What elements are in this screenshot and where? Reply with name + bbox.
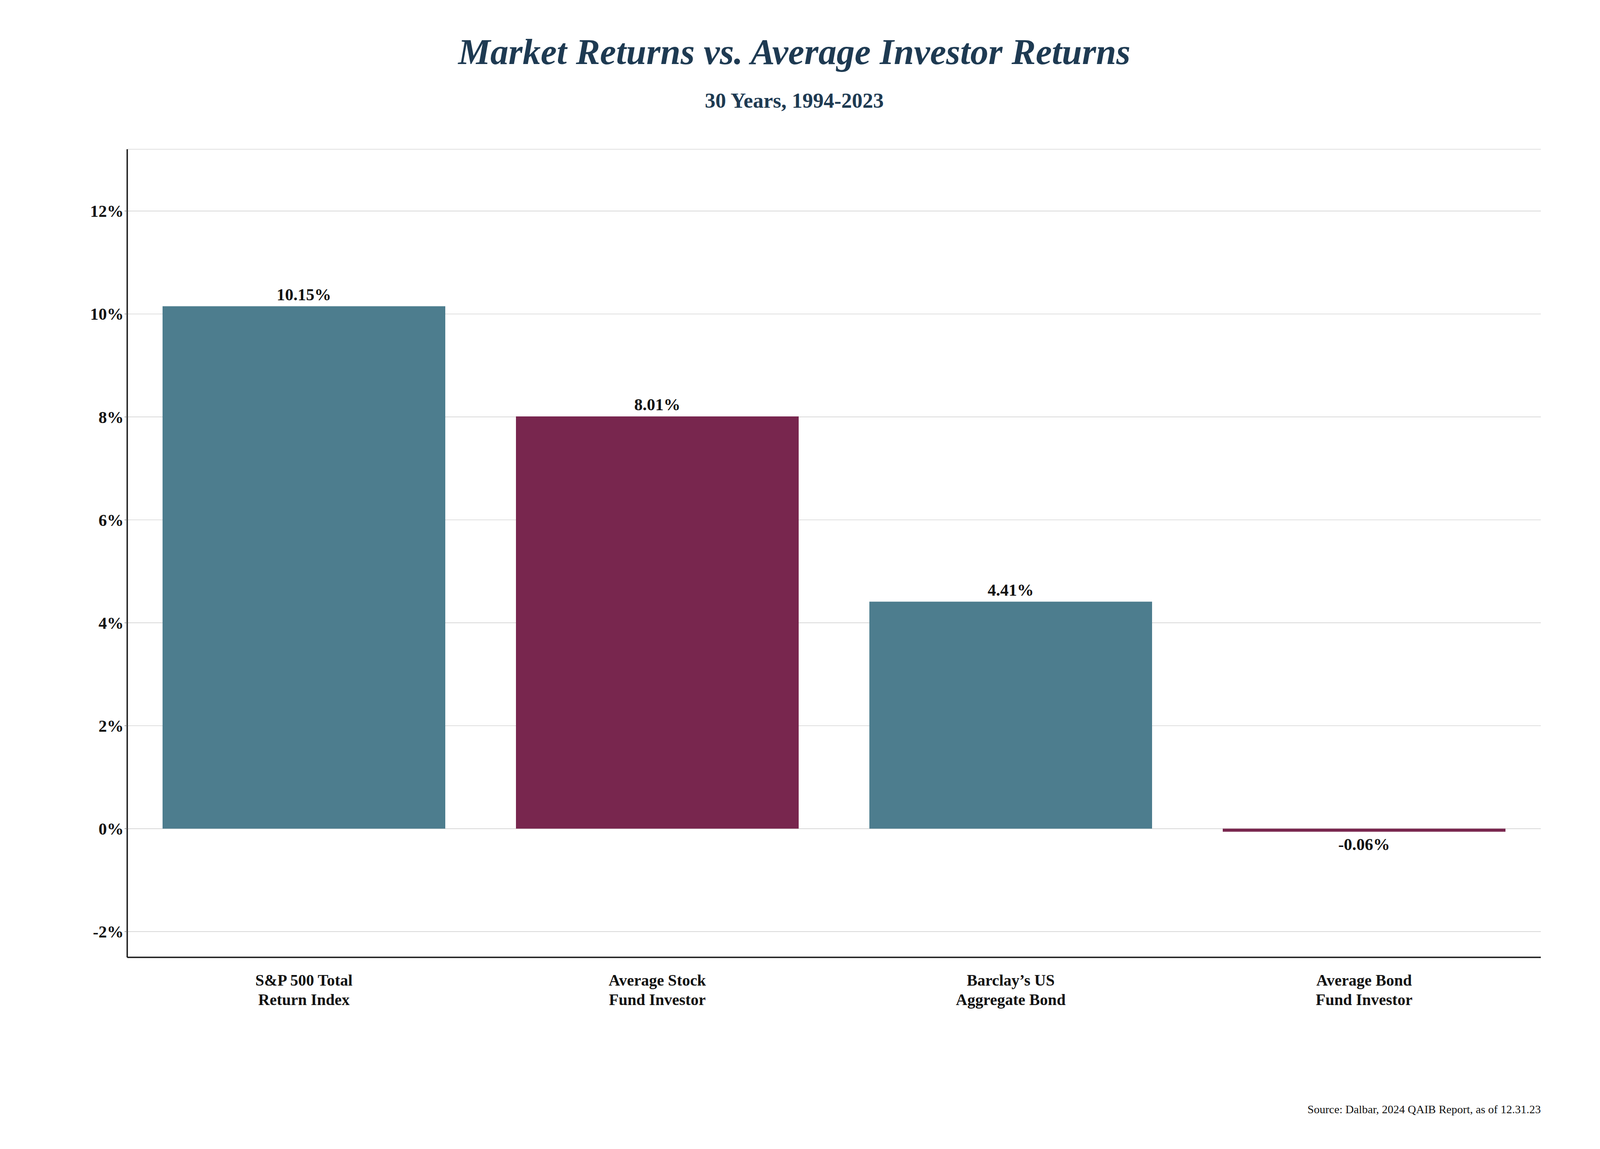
svg-text:10.15%: 10.15% [276,285,332,304]
svg-text:2%: 2% [98,716,124,736]
svg-text:8%: 8% [98,408,124,427]
svg-text:0%: 0% [98,819,124,839]
svg-text:4.41%: 4.41% [987,580,1035,600]
svg-text:Average StockFund Investor: Average StockFund Investor [608,971,706,1009]
svg-text:Average BondFund Investor: Average BondFund Investor [1315,971,1413,1009]
svg-text:12%: 12% [90,201,124,221]
svg-text:6%: 6% [98,511,124,530]
svg-text:-0.06%: -0.06% [1338,835,1390,854]
html-text:30 Years, 1994-2023: 30 Years, 1994-2023 [704,88,884,113]
svg-text:-2%: -2% [92,922,124,942]
svg-text:10%: 10% [90,304,124,324]
svg-text:Barclay’s USAggregate Bond: Barclay’s USAggregate Bond [955,971,1066,1009]
html-text:Market Returns vs. Average Inv: Market Returns vs. Average Investor Retu… [458,31,1131,73]
svg-text:8.01%: 8.01% [634,395,681,414]
html-text:Source: Dalbar, 2024 QAIB Repo: Source: Dalbar, 2024 QAIB Report, as of … [1307,1103,1541,1117]
svg-text:4%: 4% [98,614,124,633]
svg-text:S&P 500 TotalReturn Index: S&P 500 TotalReturn Index [255,971,353,1009]
